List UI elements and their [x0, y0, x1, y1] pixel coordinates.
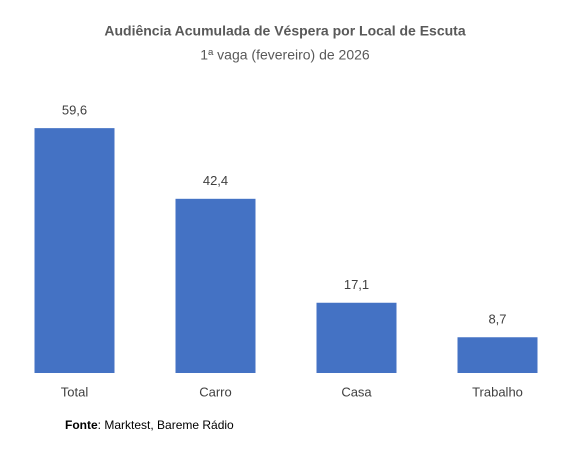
- bar: [316, 302, 397, 373]
- chart-subtitle: 1ª vaga (fevereiro) de 2026: [200, 47, 370, 63]
- bar: [457, 337, 538, 373]
- x-tick-label: Casa: [341, 384, 372, 399]
- source-text: : Marktest, Bareme Rádio: [98, 418, 234, 432]
- value-label: 8,7: [488, 312, 506, 327]
- source-label: Fonte: [65, 418, 98, 432]
- bar: [34, 128, 115, 373]
- value-label: 59,6: [62, 103, 87, 118]
- bar: [175, 198, 256, 373]
- value-label: 42,4: [203, 173, 228, 188]
- x-tick-label: Trabalho: [472, 384, 523, 399]
- x-tick-label: Carro: [199, 384, 232, 399]
- x-tick-label: Total: [61, 384, 89, 399]
- source: Fonte: Marktest, Bareme Rádio: [65, 418, 234, 432]
- chart-title: Audiência Acumulada de Véspera por Local…: [104, 23, 465, 39]
- value-label: 17,1: [344, 277, 369, 292]
